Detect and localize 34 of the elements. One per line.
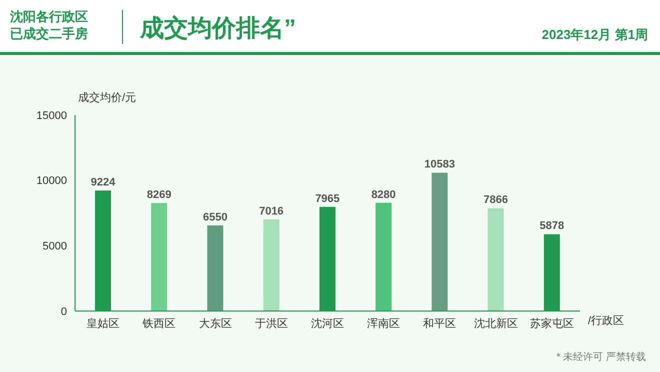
data-label: 7965 — [315, 192, 340, 205]
x-tick-label: 皇姑区 — [86, 318, 120, 330]
x-tick-label: 沈北新区 — [474, 316, 518, 330]
bar — [207, 225, 224, 311]
data-label: 6550 — [202, 211, 228, 224]
y-tick-label: 15000 — [36, 110, 67, 122]
data-label: 8280 — [371, 188, 396, 201]
data-label: 7866 — [484, 194, 508, 206]
text: * 未经许可 严禁转载 — [556, 350, 646, 364]
data-label: 10583 — [424, 158, 455, 171]
y-axis-title: 成交均价/元 — [78, 90, 136, 105]
bar — [376, 202, 392, 311]
bar — [263, 219, 280, 311]
x-tick-label: 和平区 — [423, 316, 456, 330]
text: 2023年12月 第1周 — [542, 26, 648, 44]
bar — [151, 202, 168, 311]
data-label: 8269 — [146, 188, 172, 201]
x-tick-label: 大东区 — [198, 316, 232, 330]
data-label: 7016 — [259, 205, 284, 218]
chart-subtitle: 成交均价排名” — [140, 14, 296, 44]
chart-title: 沈阳各行政区已成交二手房 — [10, 8, 89, 42]
x-tick-label: 苏家屯区 — [530, 316, 574, 330]
data-label: 5878 — [540, 220, 564, 232]
x-tick-label: 于洪区 — [254, 316, 288, 330]
y-tick-label: 0 — [60, 306, 67, 318]
x-axis-title: /行政区 — [588, 314, 624, 328]
bar — [432, 172, 448, 311]
x-tick-label: 浑南区 — [367, 316, 400, 330]
y-tick-label: 5000 — [42, 240, 67, 253]
x-tick-label: 沈河区 — [311, 316, 344, 330]
x-tick-label: 铁西区 — [142, 318, 176, 330]
data-label: 9224 — [90, 176, 116, 188]
y-tick-label: 10000 — [36, 175, 67, 188]
bar — [488, 208, 504, 311]
